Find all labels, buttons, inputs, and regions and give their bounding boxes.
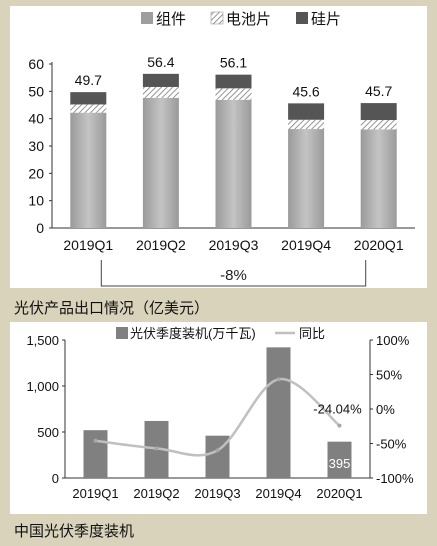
bar-wafer <box>70 92 107 105</box>
left-y-tick-label: 1,000 <box>26 379 59 394</box>
y-tick-label: 50 <box>28 83 44 99</box>
right-y-tick-label: -50% <box>376 437 407 452</box>
yoy-point <box>154 446 159 451</box>
bar-module <box>142 97 179 228</box>
installation-chart-panel: 0 500 1,000 1,500 -100% -50% 0% 50% 100% 2019Q1 20… <box>10 322 427 514</box>
x-tick-label: 2020Q1 <box>354 237 404 253</box>
total-label: 56.1 <box>220 55 247 71</box>
legend-swatch-bar <box>116 327 128 339</box>
left-y-tick-label: 1,500 <box>26 333 59 348</box>
yoy-point <box>93 438 98 443</box>
installation-bar <box>327 441 352 478</box>
export-stacked-bar-chart: 0 10 20 30 40 50 60 49.7 2019Q1 56.4 2019Q2 56.1 201… <box>28 11 415 287</box>
total-label: 45.6 <box>292 83 319 99</box>
bar-module <box>70 112 107 228</box>
y-tick-label: 60 <box>28 56 44 72</box>
bar-cell <box>215 88 252 100</box>
yoy-point <box>215 448 220 453</box>
installation-bar <box>83 430 108 478</box>
bar-module <box>360 129 397 228</box>
bar-wafer <box>142 73 179 87</box>
left-y-tick-label: 500 <box>37 425 59 440</box>
bar-cell <box>360 120 397 130</box>
installation-combo-chart: 0 500 1,000 1,500 -100% -50% 0% 50% 100% 2019Q1 20… <box>26 326 414 501</box>
right-y-tick-label: 0% <box>376 402 395 417</box>
legend-label: 硅片 <box>311 11 341 28</box>
bar-wafer <box>360 103 397 121</box>
y-tick-label: 10 <box>28 193 44 209</box>
x-tick-label: 2019Q4 <box>255 486 301 501</box>
bar-last-label: 395 <box>329 456 351 471</box>
total-label: 49.7 <box>75 72 102 88</box>
bar-module <box>215 99 252 228</box>
yoy-line <box>95 378 341 457</box>
x-tick-label: 2019Q3 <box>194 486 240 501</box>
change-bracket <box>100 260 367 287</box>
bar-cell <box>70 104 107 113</box>
legend-swatch <box>210 11 224 25</box>
legend-label-bar: 光伏季度装机(万千瓦) <box>130 326 256 341</box>
yoy-point <box>337 423 342 428</box>
line-last-label: -24.04% <box>313 402 362 417</box>
right-y-tick-label: 50% <box>376 368 402 383</box>
total-label: 45.7 <box>365 83 392 99</box>
legend-label-line: 同比 <box>299 326 325 341</box>
right-y-tick-label: -100% <box>376 471 414 486</box>
x-tick-label: 2019Q4 <box>281 237 331 253</box>
export-chart-panel: 0 10 20 30 40 50 60 49.7 2019Q1 56.4 2019Q2 56.1 201… <box>10 6 427 288</box>
y-tick-label: 20 <box>28 165 44 181</box>
installation-bar <box>266 347 291 478</box>
x-tick-label: 2019Q3 <box>209 237 259 253</box>
legend-swatch <box>141 12 153 24</box>
bar-wafer <box>215 74 252 89</box>
total-label: 56.4 <box>147 54 174 70</box>
x-tick-label: 2019Q1 <box>63 237 113 253</box>
legend-label: 电池片 <box>226 11 271 28</box>
change-annotation: -8% <box>220 267 247 284</box>
right-y-tick-label: 100% <box>376 333 410 348</box>
y-tick-label: 30 <box>28 138 44 154</box>
x-tick-label: 2020Q1 <box>316 486 362 501</box>
installation-chart-caption: 中国光伏季度装机 <box>14 523 135 540</box>
legend-label: 组件 <box>156 11 186 28</box>
bar-module <box>288 129 325 228</box>
y-tick-label: 40 <box>28 111 44 127</box>
x-tick-label: 2019Q1 <box>72 486 118 501</box>
legend-swatch <box>296 12 308 24</box>
bar-cell <box>288 119 325 130</box>
export-chart-caption: 光伏产品出口情况（亿美元） <box>14 300 210 317</box>
bar-cell <box>142 86 179 98</box>
bar-wafer <box>288 103 325 120</box>
left-y-tick-label: 0 <box>52 471 59 486</box>
x-tick-label: 2019Q2 <box>133 486 179 501</box>
yoy-point <box>276 377 281 382</box>
y-tick-label: 0 <box>36 220 44 236</box>
x-tick-label: 2019Q2 <box>136 237 186 253</box>
